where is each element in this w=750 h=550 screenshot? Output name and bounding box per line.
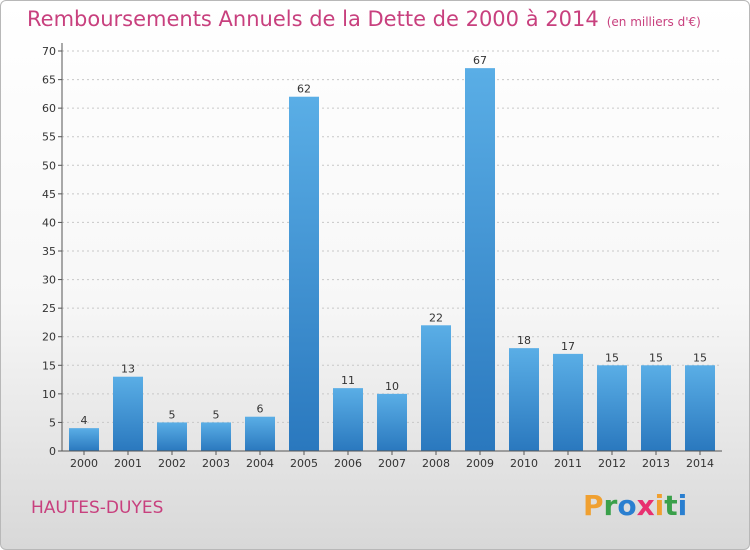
- bar: [509, 348, 539, 451]
- x-tick-label: 2000: [70, 457, 98, 470]
- bar: [201, 422, 231, 451]
- y-tick-label: 40: [42, 216, 56, 229]
- x-tick-label: 2011: [554, 457, 582, 470]
- bar: [113, 376, 143, 451]
- x-tick-label: 2004: [246, 457, 274, 470]
- y-tick-label: 20: [42, 331, 56, 344]
- logo-letter: x: [636, 489, 655, 522]
- proxiti-logo: Proxiti: [583, 489, 687, 522]
- y-tick-label: 65: [42, 74, 56, 87]
- y-tick-label: 55: [42, 131, 56, 144]
- bar-value-label: 15: [693, 351, 707, 364]
- bar: [377, 393, 407, 451]
- x-tick-label: 2008: [422, 457, 450, 470]
- logo-letter: r: [603, 489, 618, 522]
- bar: [597, 365, 627, 451]
- chart-unit: (en milliers d'€): [606, 15, 701, 29]
- bar-value-label: 4: [81, 414, 88, 427]
- x-tick-label: 2002: [158, 457, 186, 470]
- logo-letter: i: [654, 489, 665, 522]
- y-tick-label: 0: [49, 445, 56, 458]
- x-tick-label: 2014: [686, 457, 714, 470]
- bar-value-label: 5: [213, 408, 220, 421]
- x-tick-label: 2006: [334, 457, 362, 470]
- bar: [245, 416, 275, 451]
- y-tick-label: 25: [42, 302, 56, 315]
- bar: [69, 428, 99, 451]
- bar-value-label: 62: [297, 83, 311, 96]
- bar-value-label: 15: [649, 351, 663, 364]
- x-tick-label: 2007: [378, 457, 406, 470]
- bar: [421, 325, 451, 451]
- x-tick-label: 2010: [510, 457, 538, 470]
- chart-title: Remboursements Annuels de la Dette de 20…: [27, 7, 701, 31]
- bar: [333, 388, 363, 451]
- bar-value-label: 10: [385, 380, 399, 393]
- logo-letter: t: [664, 489, 678, 522]
- x-tick-label: 2012: [598, 457, 626, 470]
- y-tick-label: 15: [42, 359, 56, 372]
- y-tick-label: 5: [49, 416, 56, 429]
- x-tick-label: 2009: [466, 457, 494, 470]
- bar-value-label: 6: [257, 403, 264, 416]
- y-tick-label: 30: [42, 274, 56, 287]
- bar-value-label: 22: [429, 311, 443, 324]
- logo-letter: o: [617, 489, 637, 522]
- bar-value-label: 5: [169, 408, 176, 421]
- logo-letter: P: [583, 489, 604, 522]
- y-tick-label: 10: [42, 388, 56, 401]
- bar: [553, 353, 583, 451]
- y-tick-label: 70: [42, 45, 56, 58]
- y-tick-label: 35: [42, 245, 56, 258]
- bar-value-label: 13: [121, 363, 135, 376]
- bar-value-label: 11: [341, 374, 355, 387]
- bar: [289, 96, 319, 451]
- bar-value-label: 67: [473, 54, 487, 67]
- bar-value-label: 15: [605, 351, 619, 364]
- bar-value-label: 17: [561, 340, 575, 353]
- logo-letter: i: [677, 489, 688, 522]
- bar: [157, 422, 187, 451]
- x-tick-label: 2005: [290, 457, 318, 470]
- place-name: HAUTES-DUYES: [31, 498, 164, 518]
- y-tick-label: 50: [42, 159, 56, 172]
- x-tick-label: 2001: [114, 457, 142, 470]
- bar: [465, 68, 495, 452]
- bar: [685, 365, 715, 451]
- chart-title-text: Remboursements Annuels de la Dette de 20…: [27, 7, 599, 31]
- bar-value-label: 18: [517, 334, 531, 347]
- y-tick-label: 45: [42, 188, 56, 201]
- x-tick-label: 2003: [202, 457, 230, 470]
- bar: [641, 365, 671, 451]
- y-tick-label: 60: [42, 102, 56, 115]
- x-tick-label: 2013: [642, 457, 670, 470]
